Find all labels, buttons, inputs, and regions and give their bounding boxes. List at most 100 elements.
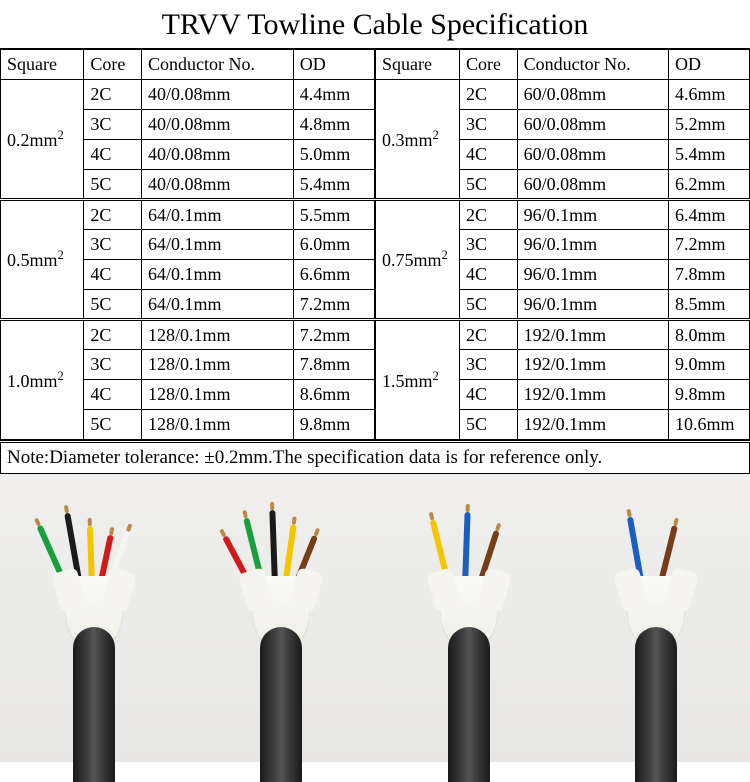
note-text: Note:Diameter tolerance: ±0.2mm.The spec…: [0, 443, 750, 474]
cell-cond: 64/0.1mm: [142, 200, 294, 230]
cell-core: 2C: [84, 200, 142, 230]
cell-od: 9.8mm: [668, 380, 749, 410]
cell-cond: 64/0.1mm: [142, 260, 294, 290]
cell-od: 7.8mm: [668, 260, 749, 290]
cell-core: 3C: [460, 230, 518, 260]
spec-tables: SquareCoreConductor No.OD0.2mm22C40/0.08…: [0, 49, 750, 443]
cell-core: 2C: [84, 80, 142, 110]
cell-core: 3C: [84, 350, 142, 380]
table-row: 0.5mm22C64/0.1mm5.5mm: [1, 200, 375, 230]
cell-square: 0.2mm2: [1, 80, 84, 200]
cell-core: 4C: [460, 380, 518, 410]
cell-core: 2C: [460, 80, 518, 110]
cell-cond: 96/0.1mm: [517, 230, 668, 260]
cell-cond: 192/0.1mm: [517, 410, 668, 440]
cell-square: 0.5mm2: [1, 200, 84, 320]
spec-table-right: SquareCoreConductor No.OD0.3mm22C60/0.08…: [375, 49, 750, 440]
cable-photo: [0, 474, 750, 762]
cell-od: 6.6mm: [293, 260, 374, 290]
cell-core: 5C: [84, 410, 142, 440]
cell-od: 6.0mm: [293, 230, 374, 260]
cell-square: 1.0mm2: [1, 320, 84, 440]
table-row: 0.2mm22C40/0.08mm4.4mm: [1, 80, 375, 110]
cell-cond: 128/0.1mm: [142, 320, 294, 350]
cell-core: 5C: [84, 170, 142, 200]
cell-od: 9.8mm: [293, 410, 374, 440]
table-row: 0.75mm22C96/0.1mm6.4mm: [376, 200, 750, 230]
cell-cond: 96/0.1mm: [517, 260, 668, 290]
col-header-core: Core: [460, 50, 518, 80]
cell-od: 10.6mm: [668, 410, 749, 440]
cell-square: 0.3mm2: [376, 80, 460, 200]
col-header-square: Square: [1, 50, 84, 80]
cable-jacket: [260, 627, 302, 782]
wire: [270, 510, 279, 586]
cell-cond: 128/0.1mm: [142, 410, 294, 440]
cell-cond: 64/0.1mm: [142, 290, 294, 320]
cell-cond: 96/0.1mm: [517, 200, 668, 230]
cell-od: 9.0mm: [668, 350, 749, 380]
cell-od: 5.2mm: [668, 110, 749, 140]
cell-cond: 64/0.1mm: [142, 230, 294, 260]
cable-illustration: [601, 502, 711, 762]
cell-core: 2C: [460, 320, 518, 350]
cell-core: 2C: [460, 200, 518, 230]
cell-od: 8.0mm: [668, 320, 749, 350]
cell-core: 2C: [84, 320, 142, 350]
col-header-square: Square: [376, 50, 460, 80]
col-header-od: OD: [293, 50, 374, 80]
table-row: 1.0mm22C128/0.1mm7.2mm: [1, 320, 375, 350]
cell-od: 7.2mm: [293, 290, 374, 320]
cell-cond: 40/0.08mm: [142, 170, 294, 200]
cell-cond: 40/0.08mm: [142, 80, 294, 110]
cell-core: 4C: [84, 140, 142, 170]
cell-cond: 128/0.1mm: [142, 380, 294, 410]
cell-od: 4.4mm: [293, 80, 374, 110]
cell-cond: 192/0.1mm: [517, 380, 668, 410]
cell-od: 7.2mm: [293, 320, 374, 350]
cell-od: 8.6mm: [293, 380, 374, 410]
col-header-core: Core: [84, 50, 142, 80]
cell-cond: 60/0.08mm: [517, 110, 668, 140]
cell-square: 0.75mm2: [376, 200, 460, 320]
cable-illustration: [414, 502, 524, 762]
cell-cond: 192/0.1mm: [517, 320, 668, 350]
cell-od: 7.2mm: [668, 230, 749, 260]
cell-cond: 40/0.08mm: [142, 140, 294, 170]
cable-illustration: [39, 502, 149, 762]
col-header-conductor: Conductor No.: [142, 50, 294, 80]
wire: [462, 512, 471, 586]
cell-core: 4C: [84, 380, 142, 410]
cell-od: 5.0mm: [293, 140, 374, 170]
cell-core: 4C: [460, 260, 518, 290]
cell-cond: 96/0.1mm: [517, 290, 668, 320]
cell-od: 5.4mm: [293, 170, 374, 200]
page-title: TRVV Towline Cable Specification: [0, 0, 750, 49]
cell-od: 4.6mm: [668, 80, 749, 110]
cell-cond: 60/0.08mm: [517, 140, 668, 170]
cable-jacket: [73, 627, 115, 782]
cell-square: 1.5mm2: [376, 320, 460, 440]
cell-core: 3C: [460, 110, 518, 140]
table-row: 0.3mm22C60/0.08mm4.6mm: [376, 80, 750, 110]
cable-jacket: [635, 627, 677, 782]
cable-illustration: [226, 502, 336, 762]
cell-core: 5C: [460, 170, 518, 200]
col-header-conductor: Conductor No.: [517, 50, 668, 80]
cell-core: 5C: [460, 290, 518, 320]
cell-od: 6.2mm: [668, 170, 749, 200]
cell-od: 4.8mm: [293, 110, 374, 140]
cell-cond: 60/0.08mm: [517, 80, 668, 110]
cell-core: 4C: [460, 140, 518, 170]
cell-cond: 60/0.08mm: [517, 170, 668, 200]
cell-cond: 40/0.08mm: [142, 110, 294, 140]
cell-core: 5C: [460, 410, 518, 440]
cable-jacket: [448, 627, 490, 782]
cell-core: 3C: [460, 350, 518, 380]
cell-od: 6.4mm: [668, 200, 749, 230]
cell-core: 5C: [84, 290, 142, 320]
cell-od: 7.8mm: [293, 350, 374, 380]
col-header-od: OD: [668, 50, 749, 80]
cell-od: 8.5mm: [668, 290, 749, 320]
spec-table-left: SquareCoreConductor No.OD0.2mm22C40/0.08…: [0, 49, 375, 440]
